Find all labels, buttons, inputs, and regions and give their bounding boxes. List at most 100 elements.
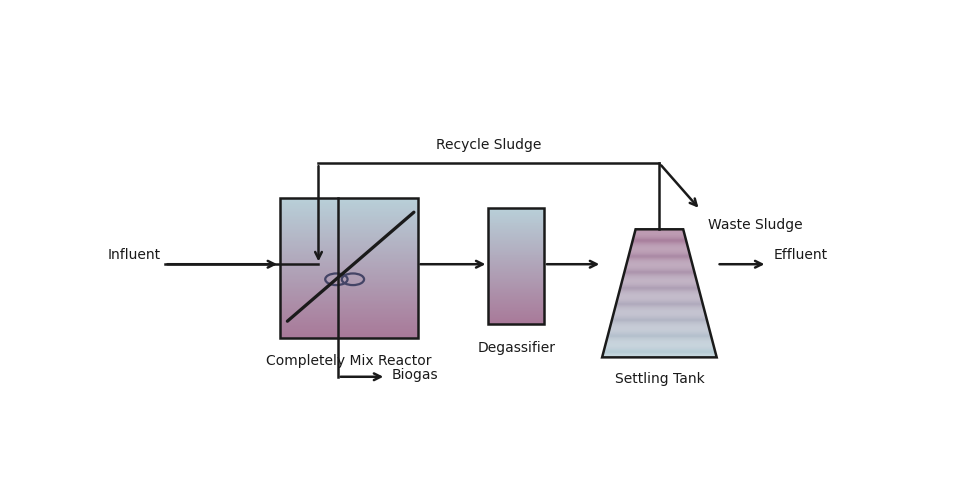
Polygon shape [620,288,699,289]
Bar [280,283,418,284]
Polygon shape [619,290,700,291]
Bar [280,257,418,258]
Bar [489,238,544,239]
Bar [280,213,418,215]
Polygon shape [633,239,686,240]
Bar [280,335,418,336]
Bar [280,264,418,265]
Bar [489,262,544,263]
Polygon shape [636,229,684,230]
Polygon shape [606,342,713,344]
Bar [489,320,544,321]
Bar [280,304,418,305]
Bar [489,213,544,214]
Bar [489,212,544,213]
Polygon shape [628,259,691,260]
Polygon shape [627,263,692,264]
Bar [489,290,544,291]
Polygon shape [628,258,691,259]
Polygon shape [628,257,691,258]
Bar [489,324,544,325]
Bar [280,253,418,254]
Polygon shape [613,313,706,314]
Polygon shape [633,240,686,241]
Bar [489,259,544,260]
Bar [489,298,544,299]
Text: Completely Mix Reactor: Completely Mix Reactor [266,354,432,368]
Bar [280,284,418,286]
Bar [489,217,544,218]
Bar [280,261,418,262]
Bar [280,200,418,201]
Polygon shape [605,347,714,348]
Bar [280,286,418,287]
Polygon shape [611,322,708,323]
Polygon shape [617,296,701,297]
Bar [489,273,544,274]
Polygon shape [603,352,715,353]
Bar [489,256,544,257]
Polygon shape [626,266,693,267]
Bar [280,291,418,292]
Bar [489,299,544,300]
Bar [280,325,418,326]
Bar [489,240,544,241]
Polygon shape [602,355,716,356]
Polygon shape [627,261,692,263]
Bar [489,234,544,235]
Bar [280,245,418,246]
Bar [280,215,418,216]
Bar [280,297,418,298]
Bar [489,276,544,277]
Bar [489,281,544,282]
Polygon shape [620,289,699,290]
Bar [280,228,418,230]
Bar [489,297,544,298]
Bar [280,247,418,248]
Bar [280,312,418,313]
Bar [280,246,418,247]
Polygon shape [634,235,684,236]
Bar [489,229,544,230]
Bar [280,281,418,282]
Bar [489,223,544,224]
Bar [280,202,418,203]
Bar [489,287,544,288]
Bar [489,242,544,243]
Bar [280,254,418,256]
Polygon shape [626,267,693,268]
Bar [280,209,418,210]
Bar [280,211,418,212]
Polygon shape [608,334,710,335]
Polygon shape [614,309,705,310]
Polygon shape [612,321,708,322]
Bar [280,233,418,234]
Polygon shape [635,232,684,233]
Bar [489,316,544,317]
Bar [489,302,544,303]
Bar [489,310,544,311]
Bar [280,313,418,314]
Bar [489,246,544,247]
Polygon shape [631,246,688,247]
Bar [489,272,544,273]
Polygon shape [611,324,708,326]
Bar [280,324,418,325]
Polygon shape [621,283,697,284]
Bar [280,241,418,242]
Bar [280,282,418,283]
Polygon shape [629,256,690,257]
Bar [280,201,418,202]
Polygon shape [623,275,695,276]
Bar [489,226,544,227]
Bar [280,203,418,204]
Polygon shape [608,335,711,336]
Bar [280,326,418,328]
Polygon shape [605,346,714,347]
Bar [489,267,544,268]
Bar [489,222,544,223]
Polygon shape [624,274,695,275]
Bar [489,270,544,271]
Polygon shape [611,323,708,324]
Bar [489,265,544,266]
